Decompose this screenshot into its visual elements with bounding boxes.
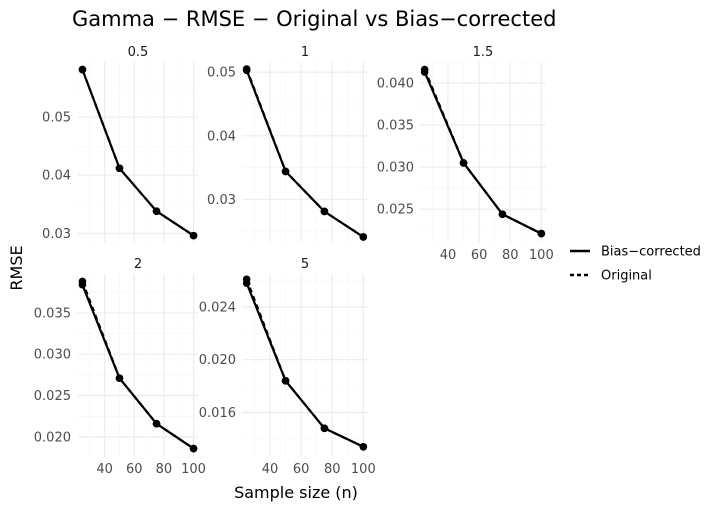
panel-0.5: 0.5 0.03 0.04 0.05: [42, 45, 198, 242]
x-tick-label: 100: [529, 248, 554, 263]
legend: Bias−corrected Original: [570, 245, 701, 284]
strip-label: 2: [134, 257, 142, 272]
y-tick-label: 0.016: [199, 406, 236, 421]
series-line-bias-corrected: [423, 71, 542, 235]
x-tick-label: 60: [126, 462, 143, 477]
series-line-original: [245, 68, 364, 238]
data-point-original: [242, 275, 251, 284]
y-tick-label: 0.05: [42, 111, 71, 126]
y-tick-label: 0.03: [207, 193, 236, 208]
x-tick-label: 40: [440, 248, 457, 263]
data-point-original: [115, 164, 124, 173]
y-tick-label: 0.020: [34, 430, 71, 445]
x-tick-label: 100: [181, 462, 206, 477]
legend-label: Bias−corrected: [601, 245, 701, 260]
y-tick-label: 0.025: [34, 389, 71, 404]
data-point-original: [359, 442, 368, 451]
chart-title: Gamma − RMSE − Original vs Bias−correcte…: [72, 7, 556, 31]
series-line-bias-corrected: [81, 69, 195, 237]
y-tick-label: 0.05: [207, 66, 236, 81]
legend-label: Original: [601, 269, 652, 284]
data-point-original: [281, 377, 290, 385]
y-tick-label: 0.025: [377, 203, 414, 218]
y-tick-label: 0.04: [207, 129, 236, 144]
data-point-original: [498, 210, 507, 219]
data-point-original: [537, 229, 546, 238]
data-point-original: [152, 419, 161, 428]
x-tick-label: 60: [471, 248, 488, 263]
data-point-original: [359, 233, 368, 241]
series-line-original: [245, 278, 364, 448]
data-point-original: [78, 65, 87, 74]
data-point-original: [189, 231, 198, 240]
strip-label: 1: [301, 45, 309, 60]
y-tick-label: 0.04: [42, 169, 71, 184]
x-axis-title: Sample size (n): [234, 483, 358, 502]
x-tick-label: 80: [502, 248, 519, 263]
panel-5: 5 0.016 0.020 0.024 40 60 80 100: [199, 257, 376, 477]
data-point-original: [459, 159, 468, 167]
y-tick-label: 0.03: [42, 227, 71, 242]
panel-1.5: 1.5 0.025 0.030 0.035 0.040 40 60 80 100: [377, 45, 554, 263]
y-tick-label: 0.040: [377, 77, 414, 92]
data-point-original: [420, 65, 429, 74]
data-point-original: [320, 424, 329, 433]
x-tick-label: 60: [293, 462, 310, 477]
y-tick-label: 0.035: [377, 119, 414, 134]
series-line-bias-corrected: [245, 69, 364, 238]
series-line-original: [81, 69, 195, 237]
panel-2: 2 0.020 0.025 0.030 0.035 40 60 80 100: [34, 257, 206, 477]
data-point-original: [320, 207, 329, 216]
y-tick-label: 0.030: [34, 348, 71, 363]
data-point-original: [115, 374, 124, 383]
strip-label: 0.5: [128, 45, 149, 60]
series-line-bias-corrected: [81, 284, 195, 450]
series-line-original: [81, 281, 195, 450]
strip-label: 1.5: [473, 45, 494, 60]
facet-panels: 0.5 0.03 0.04 0.05 1 0.03 0.04 0.05 1.5 0.025 0.03…: [34, 45, 554, 477]
data-point-original: [152, 207, 161, 216]
data-point-original: [78, 277, 87, 286]
data-point-original: [281, 167, 290, 176]
x-tick-label: 40: [96, 462, 113, 477]
y-tick-label: 0.024: [199, 300, 236, 315]
data-point-original: [242, 65, 251, 73]
strip-label: 5: [301, 257, 309, 272]
x-tick-label: 100: [351, 462, 376, 477]
data-point-original: [189, 444, 198, 453]
series-line-bias-corrected: [245, 282, 364, 448]
y-tick-label: 0.035: [34, 306, 71, 321]
x-tick-label: 80: [324, 462, 341, 477]
panel-1: 1 0.03 0.04 0.05: [207, 45, 368, 242]
y-tick-label: 0.020: [199, 353, 236, 368]
y-tick-label: 0.030: [377, 161, 414, 176]
x-tick-label: 80: [156, 462, 173, 477]
y-axis-title: RMSE: [7, 245, 26, 290]
x-tick-label: 40: [262, 462, 279, 477]
